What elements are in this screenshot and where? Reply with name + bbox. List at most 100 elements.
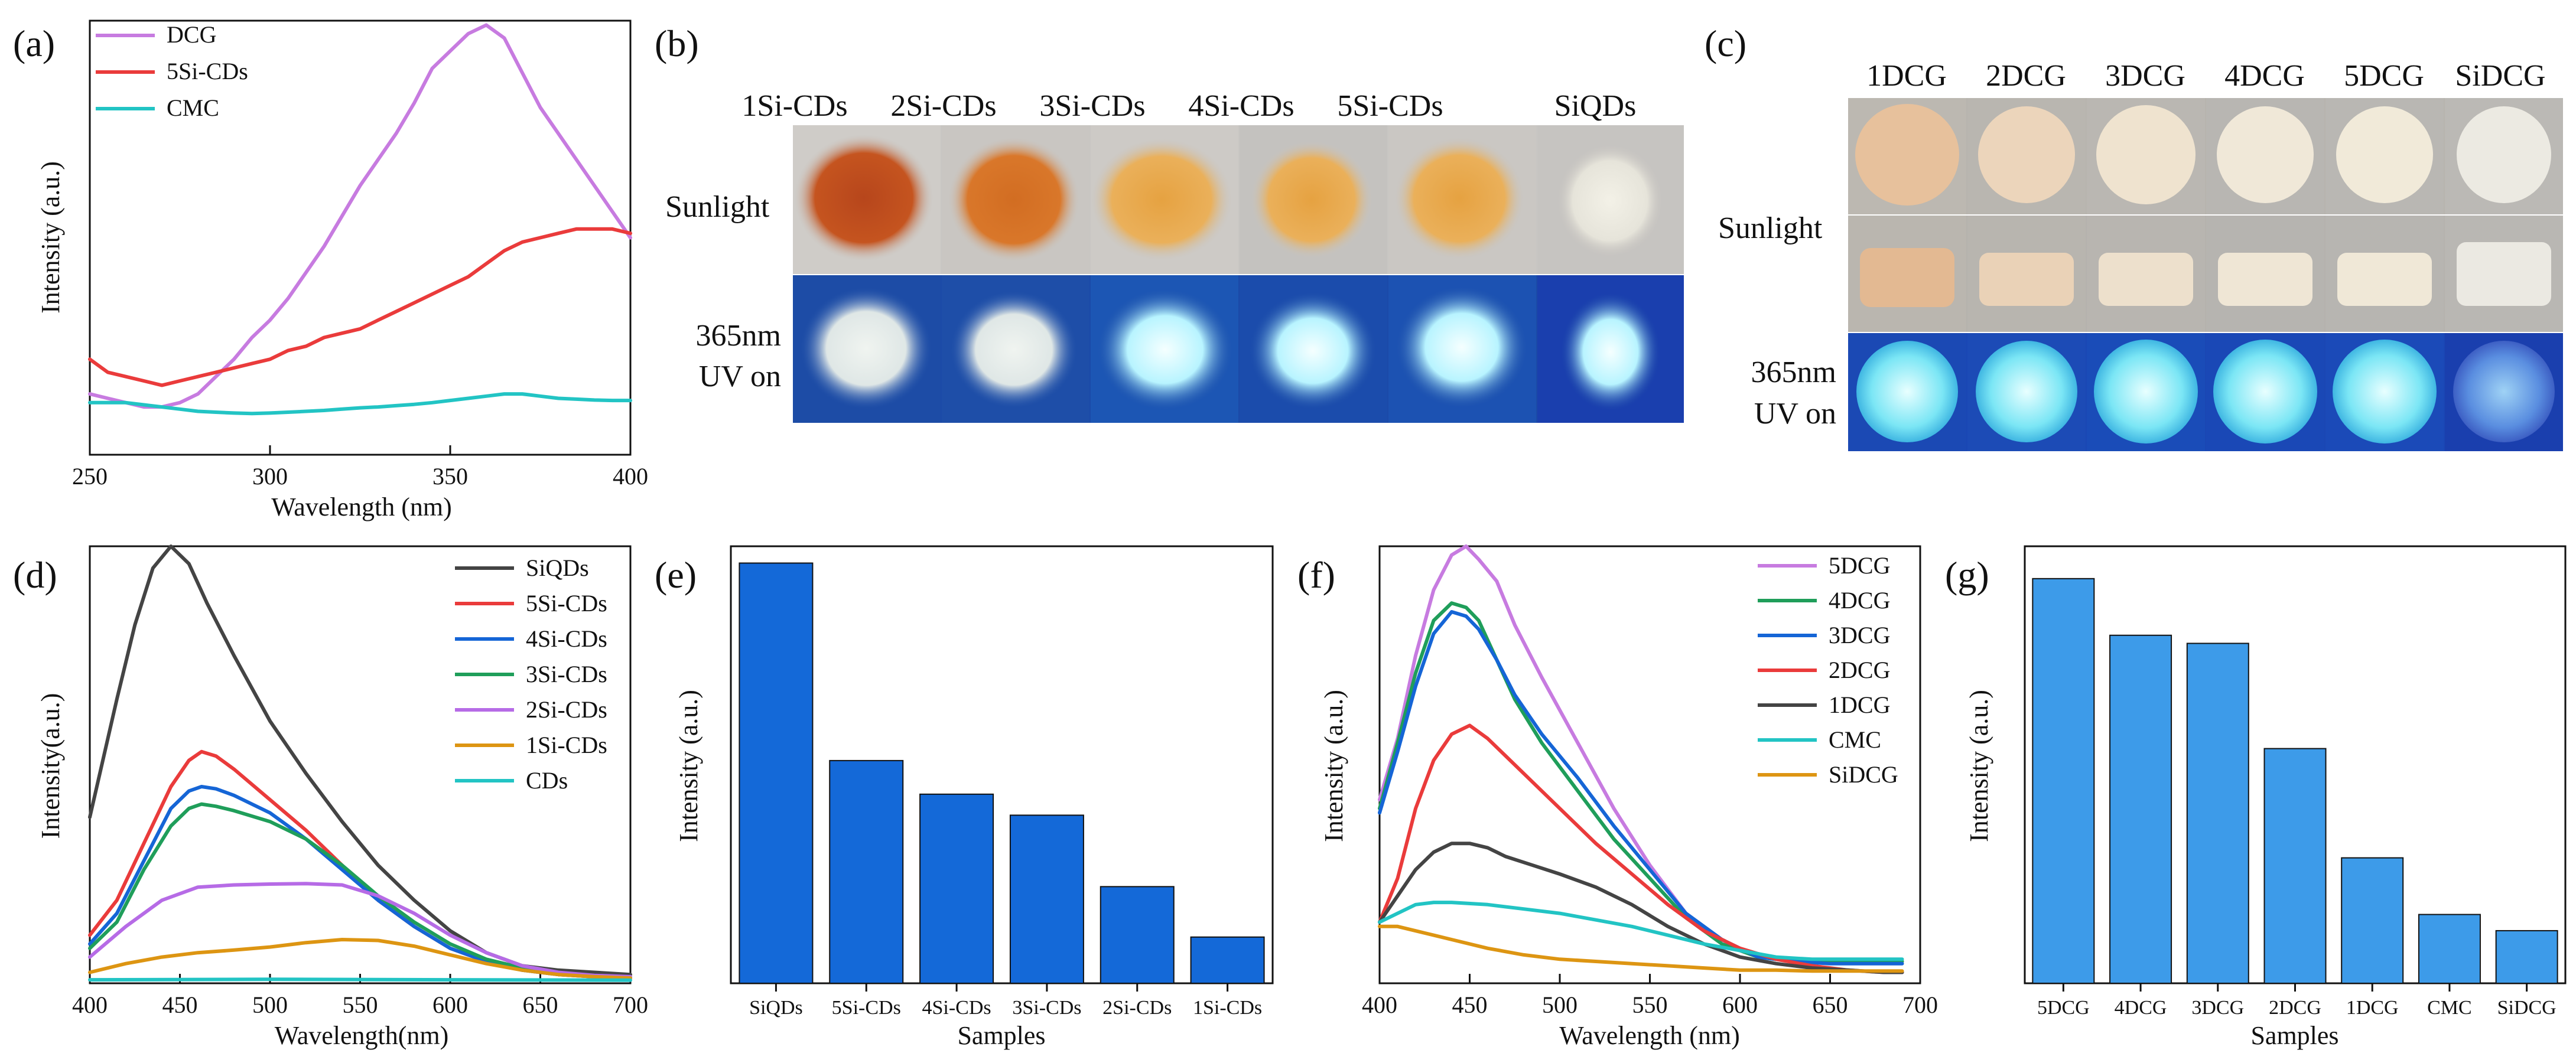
x-tick-label-400: 400 [72, 992, 108, 1018]
x-tick-label-2si-cds: 2Si-CDs [1102, 997, 1172, 1019]
bar-4si-cds [919, 793, 994, 984]
x-tick-label-650: 650 [523, 992, 558, 1018]
series-line-dcg [88, 23, 632, 409]
col-label-4dcg: 4DCG [2224, 59, 2305, 93]
x-tick-label-600: 600 [432, 992, 468, 1018]
panel-b-uv-photos [793, 275, 1684, 423]
panel-f-letter: (f) [1297, 554, 1335, 596]
panel-c-disc-top-photos [1848, 98, 2563, 214]
panel-c-letter: (c) [1705, 22, 1746, 64]
panel-e: (e) SiQDs 5Si-CDs 4Si-CDs 3Si-CDs 2Si-CDs 1Si… [655, 545, 1274, 1050]
panel-e-x-axis-label: Samples [957, 1021, 1045, 1050]
panel-c-disc-uv-photos [1848, 333, 2563, 451]
panel-b-row-sunlight: Sunlight [665, 190, 770, 224]
legend-label-cmc: CMC [167, 94, 219, 121]
panel-a: (a) 250 300 350 400 DCG 5Si-CDs CMC Wavelen… [13, 19, 648, 521]
panel-f-x-axis-label: Wavelength (nm) [1559, 1021, 1740, 1050]
panel-c-disc-side-photos [1848, 216, 2563, 332]
panel-f-lines [1378, 544, 1904, 974]
x-tick-label-1si-cds: 1Si-CDs [1193, 997, 1262, 1019]
panel-g-y-axis-label: Intensity (a.u.) [1964, 690, 1993, 842]
col-label-2dcg: 2DCG [1986, 59, 2066, 93]
x-tick-label-400: 400 [613, 463, 648, 490]
x-tick-label-1dcg: 1DCG [2346, 997, 2399, 1019]
series-line-4dcg [1378, 601, 1904, 963]
bar-1dcg [2341, 857, 2404, 984]
x-tick-label-500: 500 [252, 992, 288, 1018]
series-line-cmc [88, 392, 632, 416]
panel-c: (c) 1DCG 2DCG 3DCG 4DCG 5DCG SiDCG Sunli… [1705, 22, 2563, 451]
series-line-5si-cds [88, 227, 632, 387]
x-tick-label-550: 550 [343, 992, 378, 1018]
series-line-5dcg [1378, 544, 1904, 963]
series-line-1dcg [1378, 842, 1904, 974]
panel-g-letter: (g) [1945, 554, 1989, 596]
bar-cmc [2418, 914, 2481, 984]
col-label-1dcg: 1DCG [1866, 59, 1947, 93]
panel-e-y-axis-label: Intensity (a.u.) [674, 690, 703, 842]
panel-g: (g) 5DCG 4DCG 3DCG 2DCG 1DCG CMC SiDCG Samples… [1945, 545, 2567, 1050]
bar-sidcg [2495, 930, 2558, 984]
series-line-2si-cds [88, 882, 632, 979]
legend-label-2dcg: 2DCG [1829, 657, 1890, 683]
x-tick-label-siqds: SiQDs [749, 997, 803, 1019]
panel-c-column-labels: 1DCG 2DCG 3DCG 4DCG 5DCG SiDCG [1866, 59, 2545, 93]
bar-5si-cds [829, 759, 904, 984]
col-label-siqds: SiQDs [1554, 89, 1637, 123]
panel-f: (f) 400 450 500 550 600 650 700 5DCG 4DCG 3DCG 2D… [1297, 544, 1938, 1050]
bar-3dcg [2186, 643, 2249, 984]
legend-label-cds: CDs [526, 767, 568, 794]
series-line-sidcg [1378, 924, 1904, 973]
x-tick-label-sidcg: SiDCG [2497, 997, 2557, 1019]
panel-c-row-uv-line2: UV on [1754, 397, 1836, 431]
panel-d: (d) 400 450 500 550 600 650 700 SiQDs 5Si-CDs 4S… [13, 544, 648, 1050]
legend-label-4si-cds: 4Si-CDs [526, 625, 607, 652]
panel-d-legend: SiQDs 5Si-CDs 4Si-CDs 3Si-CDs 2Si-CDs 1Si-CDs… [455, 555, 607, 794]
legend-label-3si-cds: 3Si-CDs [526, 661, 607, 687]
panel-b-sunlight-photos [793, 125, 1684, 274]
bar-siqds [739, 562, 814, 984]
col-label-5si-cds: 5Si-CDs [1337, 89, 1443, 123]
col-label-4si-cds: 4Si-CDs [1188, 89, 1294, 123]
col-label-sidcg: SiDCG [2455, 59, 2545, 93]
x-tick-label-5si-cds: 5Si-CDs [832, 997, 901, 1019]
panel-c-row-sunlight: Sunlight [1718, 211, 1823, 245]
bar-2dcg [2263, 748, 2327, 984]
x-tick-label-600: 600 [1722, 992, 1758, 1018]
panel-a-letter: (a) [13, 22, 55, 64]
series-line-2dcg [1378, 723, 1904, 974]
panel-e-bars: SiQDs 5Si-CDs 4Si-CDs 3Si-CDs 2Si-CDs 1Si-CDs [739, 562, 1265, 1019]
panel-b: (b) 1Si-CDs 2Si-CDs 3Si-CDs 4Si-CDs 5Si-… [655, 22, 1684, 423]
x-tick-label-250: 250 [72, 463, 108, 490]
col-label-3si-cds: 3Si-CDs [1039, 89, 1145, 123]
col-label-3dcg: 3DCG [2105, 59, 2185, 93]
x-tick-label-550: 550 [1632, 992, 1668, 1018]
panel-a-y-axis-label: Intensity (a.u.) [36, 161, 65, 314]
panel-f-y-axis-label: Intensity (a.u.) [1319, 690, 1348, 842]
bar-2si-cds [1100, 886, 1175, 984]
panel-a-legend: DCG 5Si-CDs CMC [96, 21, 248, 121]
x-tick-label-3dcg: 3DCG [2191, 997, 2244, 1019]
panel-g-x-axis-label: Samples [2250, 1021, 2338, 1050]
x-tick-label-2dcg: 2DCG [2269, 997, 2321, 1019]
x-tick-label-450: 450 [1452, 992, 1488, 1018]
panel-e-letter: (e) [655, 554, 697, 596]
panel-b-column-labels: 1Si-CDs 2Si-CDs 3Si-CDs 4Si-CDs 5Si-CDs … [741, 89, 1636, 123]
bar-1si-cds [1190, 936, 1265, 984]
bar-5dcg [2032, 578, 2095, 984]
panel-b-row-uv-line1: 365nm [696, 319, 781, 353]
panel-d-x-ticks: 400 450 500 550 600 650 700 [72, 974, 648, 1018]
legend-label-5si-cds: 5Si-CDs [167, 58, 248, 84]
x-tick-label-400: 400 [1362, 992, 1397, 1018]
panel-c-row-uv-line1: 365nm [1751, 356, 1836, 389]
legend-label-siqds: SiQDs [526, 555, 589, 581]
series-line-1si-cds [88, 938, 632, 980]
panel-f-legend: 5DCG 4DCG 3DCG 2DCG 1DCG CMC SiDCG [1758, 552, 1898, 788]
x-tick-label-500: 500 [1542, 992, 1578, 1018]
x-tick-label-5dcg: 5DCG [2037, 997, 2090, 1019]
panel-a-x-axis-label: Wavelength (nm) [271, 493, 452, 521]
legend-label-5si-cds: 5Si-CDs [526, 590, 607, 617]
col-label-1si-cds: 1Si-CDs [741, 89, 847, 123]
panel-g-bars: 5DCG 4DCG 3DCG 2DCG 1DCG CMC SiDCG [2032, 578, 2558, 1019]
